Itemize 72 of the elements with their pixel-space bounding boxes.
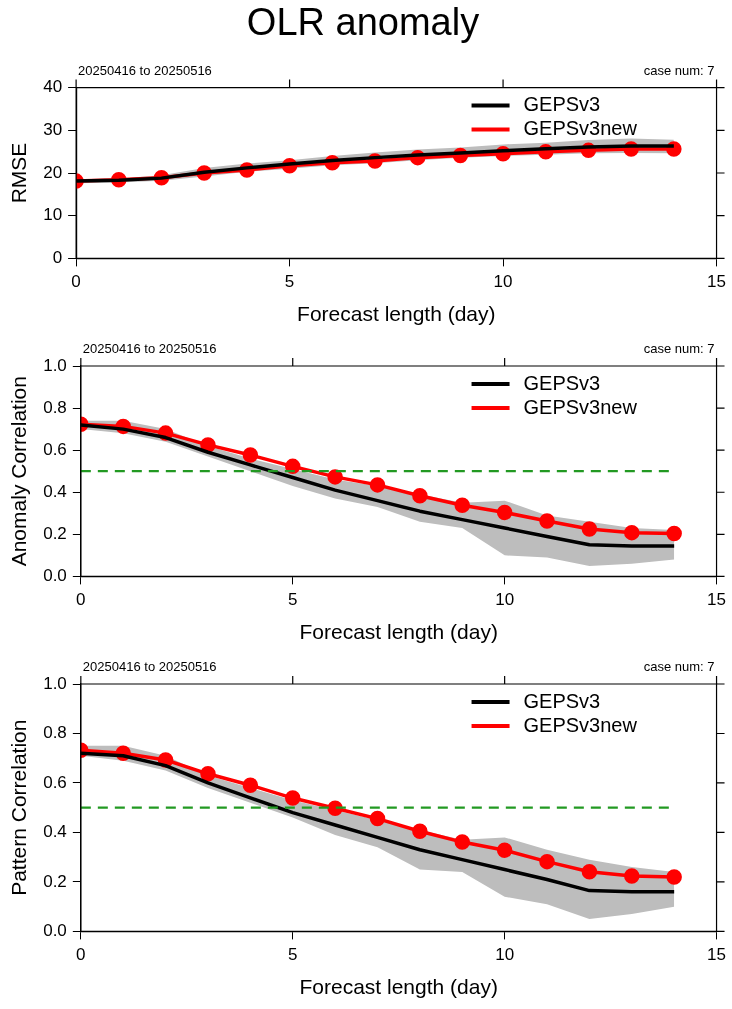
y-tick-label: 0.6 bbox=[43, 772, 67, 792]
x-tick-label: 10 bbox=[495, 590, 515, 610]
point bbox=[454, 497, 471, 514]
point bbox=[666, 869, 682, 885]
x-tick-label: 5 bbox=[288, 590, 298, 610]
point bbox=[200, 437, 216, 453]
x-tick-label: 0 bbox=[76, 945, 86, 965]
y-tick-label: 0.4 bbox=[43, 481, 67, 501]
legend-label: GEPSv3new bbox=[523, 395, 638, 418]
point bbox=[581, 521, 598, 537]
point bbox=[327, 800, 343, 816]
text: 20250416 to 20250516 bbox=[82, 341, 217, 357]
point bbox=[369, 810, 386, 827]
x-tick-label: 5 bbox=[284, 272, 295, 292]
x-tick-label: 15 bbox=[707, 945, 727, 965]
point bbox=[624, 524, 640, 541]
point bbox=[496, 842, 513, 858]
point bbox=[454, 834, 471, 850]
text: 20250416 to 20250516 bbox=[82, 659, 217, 675]
x-tick-label: 10 bbox=[493, 272, 513, 292]
legend-label: GEPSv3 bbox=[523, 93, 601, 116]
y-tick-label: 20 bbox=[43, 162, 63, 182]
x-tick-label: 15 bbox=[707, 590, 727, 610]
y-tick-label: 0.2 bbox=[43, 871, 67, 891]
point bbox=[539, 853, 555, 870]
y-tick-label: 40 bbox=[43, 77, 63, 97]
x-axis-title: Forecast length (day) bbox=[299, 620, 498, 644]
legend-label: GEPSv3 bbox=[523, 371, 601, 394]
point bbox=[284, 790, 301, 806]
point bbox=[666, 525, 682, 542]
y-tick-label: 0.6 bbox=[43, 439, 67, 459]
y-axis-title: RMSE bbox=[7, 142, 31, 204]
x-tick-label: 0 bbox=[71, 272, 81, 292]
point bbox=[242, 777, 259, 793]
x-axis-title: Forecast length (day) bbox=[297, 302, 496, 326]
y-tick-label: 0.2 bbox=[43, 524, 67, 544]
legend-label: GEPSv3new bbox=[523, 117, 638, 140]
y-tick-label: 0.0 bbox=[43, 921, 67, 941]
y-tick-label: 1.0 bbox=[43, 673, 67, 693]
x-tick-label: 0 bbox=[76, 590, 86, 610]
legend-label: GEPSv3 bbox=[523, 689, 601, 712]
point bbox=[242, 447, 259, 463]
x-tick-label: 15 bbox=[707, 272, 727, 292]
point bbox=[369, 477, 386, 493]
point bbox=[200, 766, 216, 782]
y-tick-label: 0 bbox=[52, 248, 63, 268]
y-axis-title: Anomaly Correlation bbox=[7, 376, 31, 567]
point bbox=[284, 458, 301, 475]
legend-label: GEPSv3new bbox=[523, 713, 638, 736]
point bbox=[327, 469, 343, 485]
point bbox=[624, 868, 640, 884]
x-tick-label: 5 bbox=[288, 945, 298, 965]
point bbox=[539, 513, 555, 529]
y-tick-label: 1.0 bbox=[43, 355, 67, 375]
y-tick-label: 0.8 bbox=[43, 723, 67, 743]
text: 20250416 to 20250516 bbox=[78, 62, 212, 78]
chart-title: OLR anomaly bbox=[246, 1, 480, 44]
point bbox=[581, 864, 598, 880]
y-tick-label: 0.8 bbox=[43, 397, 67, 417]
y-tick-label: 0.0 bbox=[43, 566, 67, 586]
point bbox=[496, 504, 513, 521]
y-tick-label: 0.4 bbox=[43, 822, 67, 842]
y-axis-title: Pattern Correlation bbox=[7, 719, 31, 896]
text: case num: 7 bbox=[643, 341, 715, 357]
y-tick-label: 30 bbox=[43, 119, 63, 139]
x-axis-title: Forecast length (day) bbox=[299, 975, 498, 999]
point bbox=[412, 488, 428, 504]
text: case num: 7 bbox=[643, 62, 715, 78]
text: case num: 7 bbox=[643, 659, 715, 675]
y-tick-label: 10 bbox=[43, 205, 63, 225]
x-tick-label: 10 bbox=[495, 945, 515, 965]
point bbox=[412, 823, 428, 839]
